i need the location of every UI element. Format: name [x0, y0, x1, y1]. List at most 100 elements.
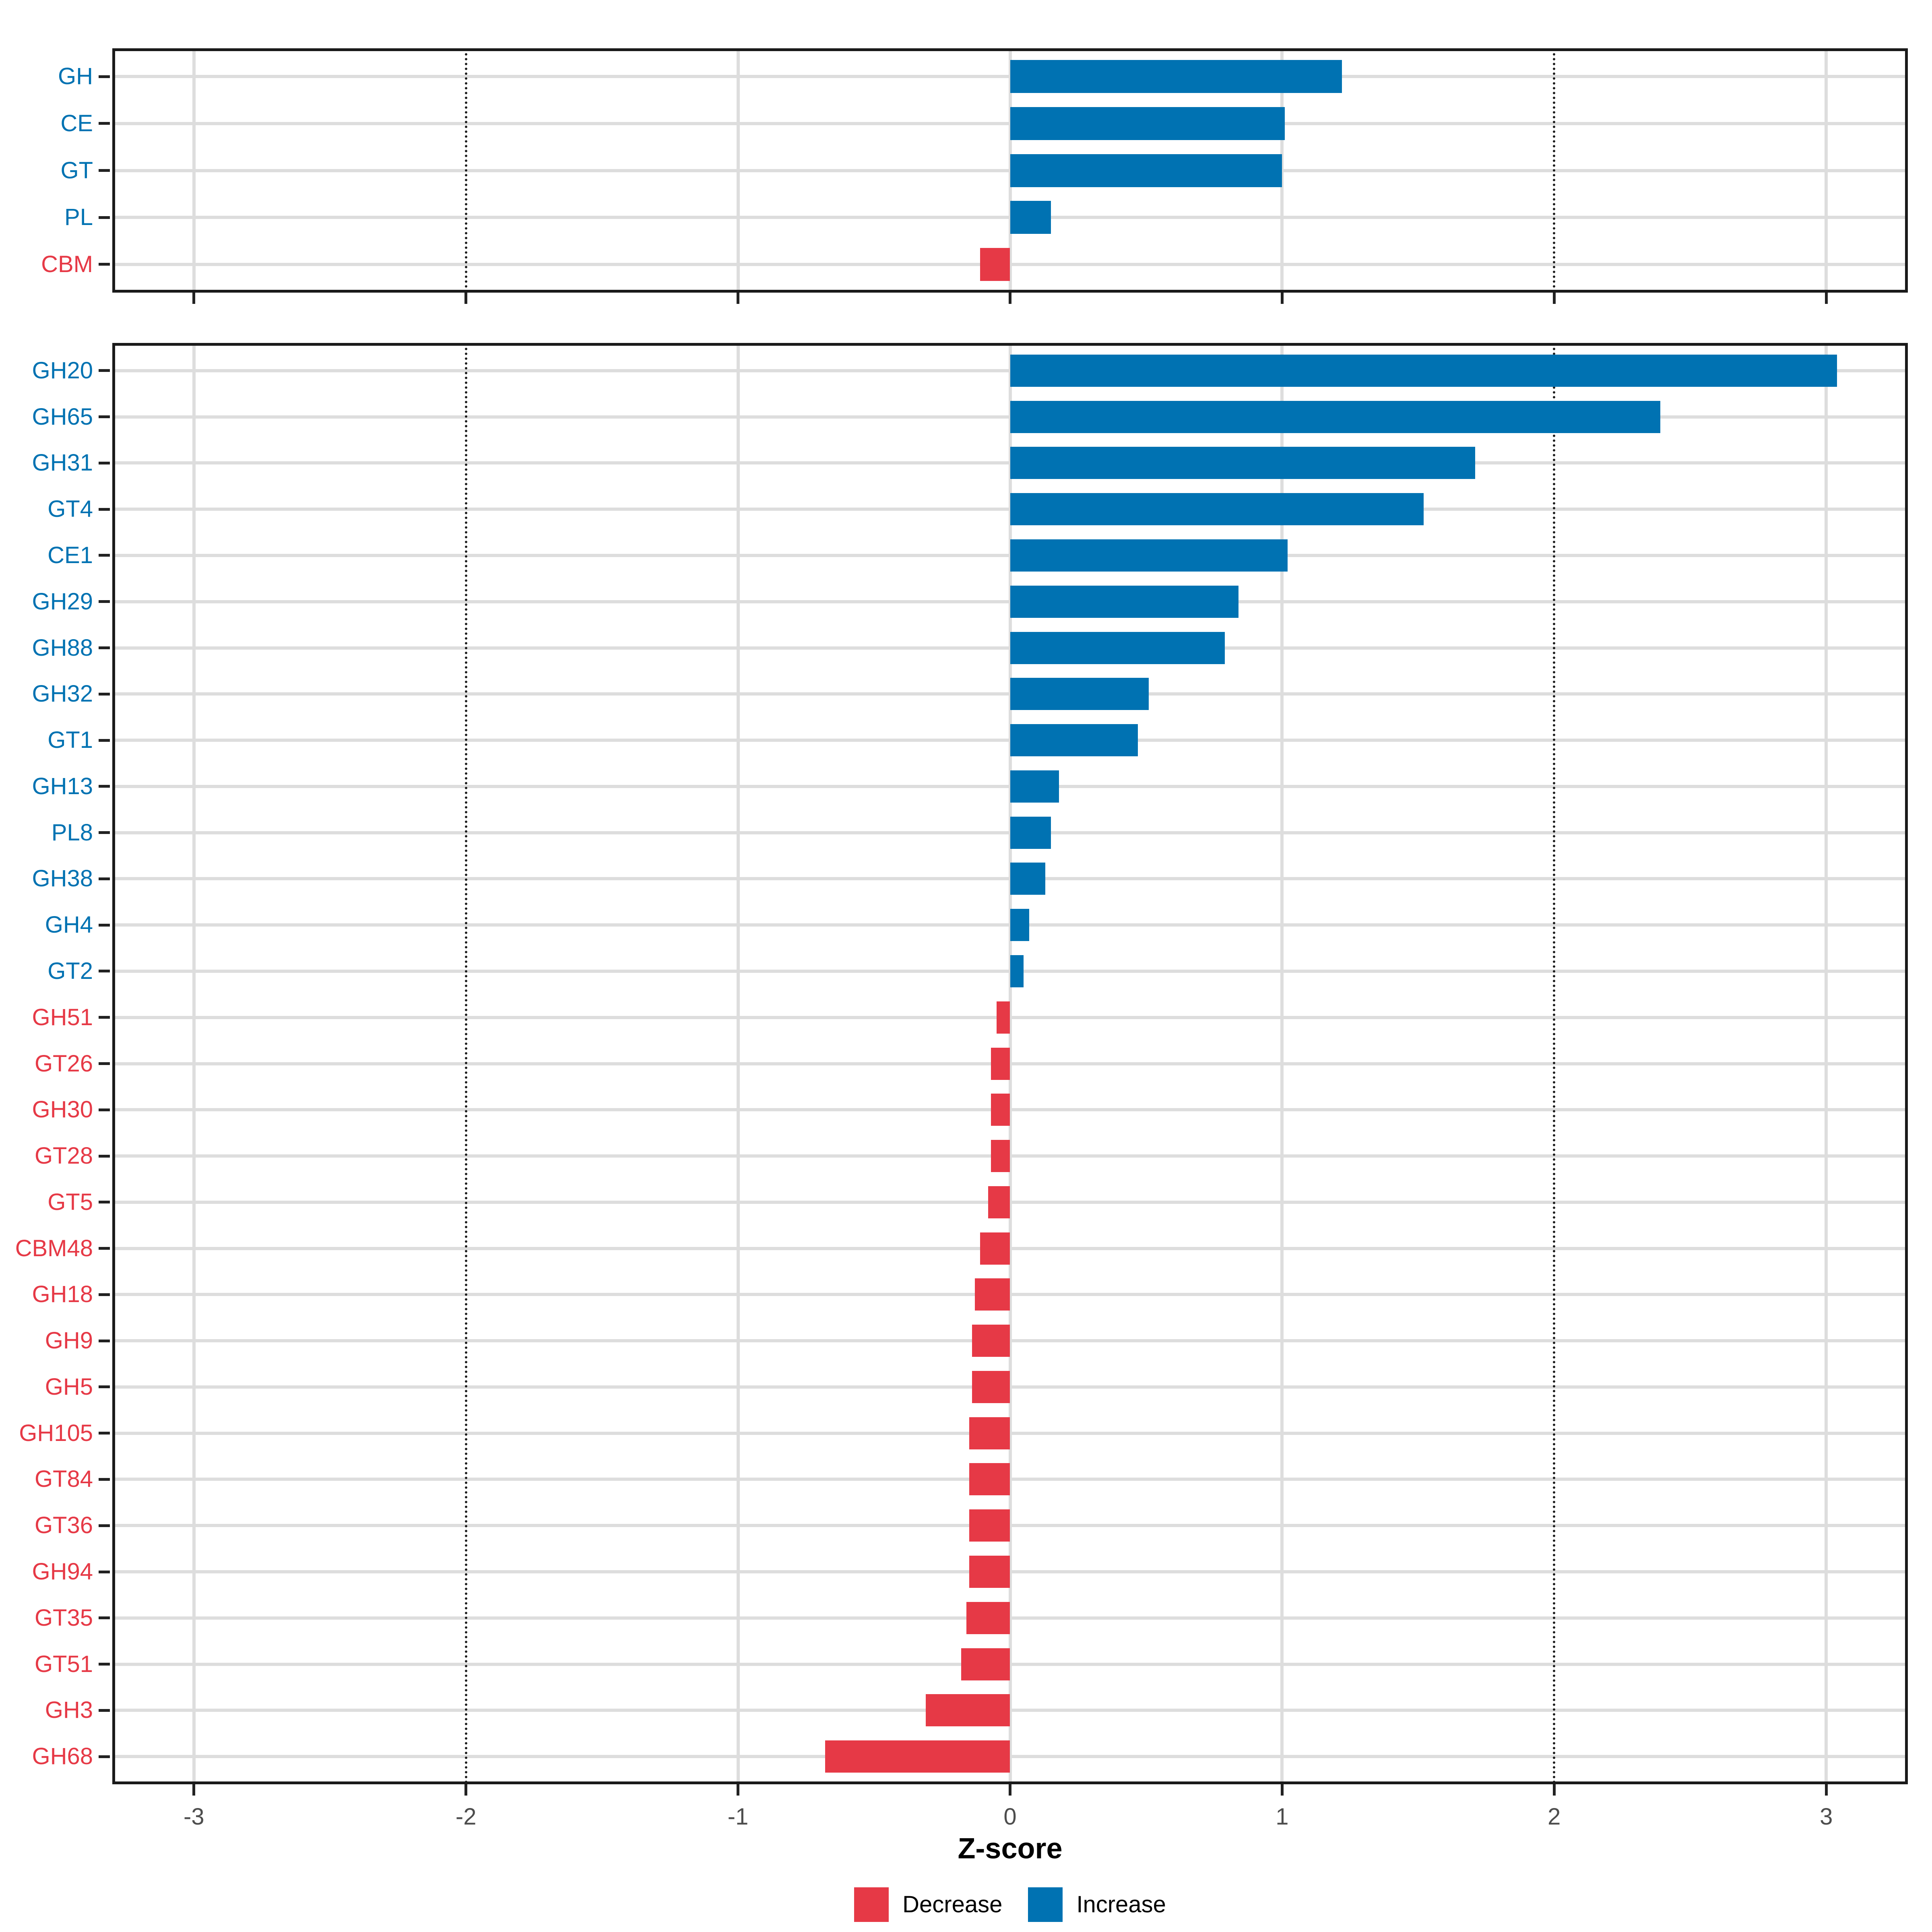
y-tick: [99, 461, 110, 464]
threshold-line: [1553, 48, 1556, 293]
bar-gh4: [1010, 909, 1029, 941]
category-label-pl8: PL8: [51, 819, 93, 846]
bar-pl8: [1010, 816, 1051, 849]
category-label-cbm: CBM: [41, 251, 93, 277]
y-tick: [99, 169, 110, 172]
gridline-horizontal: [112, 1524, 1908, 1527]
category-label-ce1: CE1: [47, 542, 93, 568]
bar-gh13: [1010, 770, 1059, 803]
x-tick-1: [464, 293, 468, 304]
threshold-line: [464, 343, 467, 1784]
bar-ce: [1010, 107, 1285, 140]
category-label-ce: CE: [60, 110, 93, 136]
y-tick: [99, 1062, 110, 1065]
y-tick: [99, 1709, 110, 1712]
category-label-gh18: GH18: [32, 1281, 93, 1308]
bar-cbm: [980, 248, 1010, 281]
y-tick: [99, 263, 110, 266]
category-label-gh29: GH29: [32, 588, 93, 615]
legend-item-increase: Increase: [1028, 1887, 1166, 1922]
category-label-gh30: GH30: [32, 1096, 93, 1123]
x-tick-6: [1825, 293, 1828, 304]
category-label-gh88: GH88: [32, 634, 93, 661]
gridline-horizontal: [112, 1247, 1908, 1250]
category-label-gh31: GH31: [32, 450, 93, 476]
y-tick: [99, 554, 110, 557]
x-tick-0: [192, 293, 196, 304]
y-tick: [99, 877, 110, 880]
y-tick: [99, 1247, 110, 1250]
category-label-gh13: GH13: [32, 773, 93, 799]
category-label-gh65: GH65: [32, 403, 93, 430]
x-tick-3: [1009, 1784, 1011, 1796]
gridline-horizontal: [112, 1570, 1908, 1574]
x-tick-0: [192, 1784, 196, 1796]
y-tick: [99, 1570, 110, 1573]
y-tick: [99, 1108, 110, 1111]
x-tick-1: [464, 1784, 468, 1796]
category-label-gt35: GT35: [34, 1604, 93, 1631]
x-tick-5: [1552, 293, 1556, 304]
x-tick-label-4: 1: [1276, 1804, 1289, 1830]
category-label-gt1: GT1: [47, 727, 93, 753]
y-tick: [99, 970, 110, 973]
category-label-gt84: GT84: [34, 1466, 93, 1492]
category-label-cbm48: CBM48: [15, 1235, 93, 1261]
gridline-horizontal: [112, 1662, 1908, 1666]
y-tick: [99, 1663, 110, 1666]
gridline-horizontal: [112, 1755, 1908, 1759]
gridline-horizontal: [112, 1154, 1908, 1158]
y-tick: [99, 1432, 110, 1435]
bar-gh29: [1010, 585, 1239, 618]
bar-gh5: [972, 1371, 1010, 1403]
y-tick: [99, 831, 110, 834]
bar-ce1: [1010, 539, 1288, 572]
bar-gh9: [972, 1325, 1010, 1357]
legend-item-decrease: Decrease: [854, 1887, 1002, 1922]
y-tick: [99, 415, 110, 419]
category-label-gh: GH: [58, 63, 93, 90]
category-label-gt26: GT26: [34, 1050, 93, 1077]
gridline-horizontal: [112, 1108, 1908, 1112]
y-tick: [99, 1201, 110, 1204]
x-tick-6: [1825, 1784, 1828, 1796]
category-label-gh3: GH3: [45, 1697, 93, 1724]
panel-families: GH20 GH65 GH31 GT4 CE1 GH29 GH88 GH32 GT1 GH13 PL8…: [15, 343, 1908, 1796]
bar-gh20: [1010, 354, 1837, 387]
category-label-gh20: GH20: [32, 357, 93, 384]
gridline-horizontal: [112, 1062, 1908, 1065]
category-label-gh32: GH32: [32, 681, 93, 707]
x-tick-label-6: 3: [1820, 1804, 1833, 1830]
bar-gh32: [1010, 678, 1149, 710]
threshold-line: [464, 48, 467, 293]
bar-gh68: [825, 1740, 1010, 1773]
category-label-gt28: GT28: [34, 1143, 93, 1169]
panel-classes: GH CE GT PL CBM: [41, 48, 1908, 304]
x-tick-4: [1280, 1784, 1284, 1796]
category-label-gh94: GH94: [32, 1558, 93, 1585]
y-tick: [99, 1339, 110, 1342]
bar-gt4: [1010, 493, 1424, 526]
bar-gh105: [969, 1417, 1010, 1449]
bar-gh38: [1010, 863, 1046, 895]
bar-gh65: [1010, 400, 1660, 433]
category-label-gh5: GH5: [45, 1373, 93, 1400]
bar-gh: [1010, 60, 1342, 93]
gridline-horizontal: [112, 1293, 1908, 1296]
bar-gt35: [966, 1602, 1010, 1634]
x-tick-4: [1280, 293, 1284, 304]
category-label-gt36: GT36: [34, 1512, 93, 1539]
legend-label-decrease: Decrease: [902, 1891, 1003, 1918]
category-label-gt51: GT51: [34, 1651, 93, 1677]
y-tick: [99, 1524, 110, 1527]
bar-cbm48: [980, 1232, 1010, 1265]
category-label-gt5: GT5: [47, 1189, 93, 1215]
y-tick: [99, 1293, 110, 1296]
y-tick: [99, 600, 110, 603]
x-tick-2: [737, 293, 740, 304]
category-label-gh51: GH51: [32, 1004, 93, 1030]
bar-gh18: [974, 1278, 1010, 1311]
bar-gt51: [961, 1648, 1010, 1680]
category-label-gt: GT: [60, 157, 93, 184]
